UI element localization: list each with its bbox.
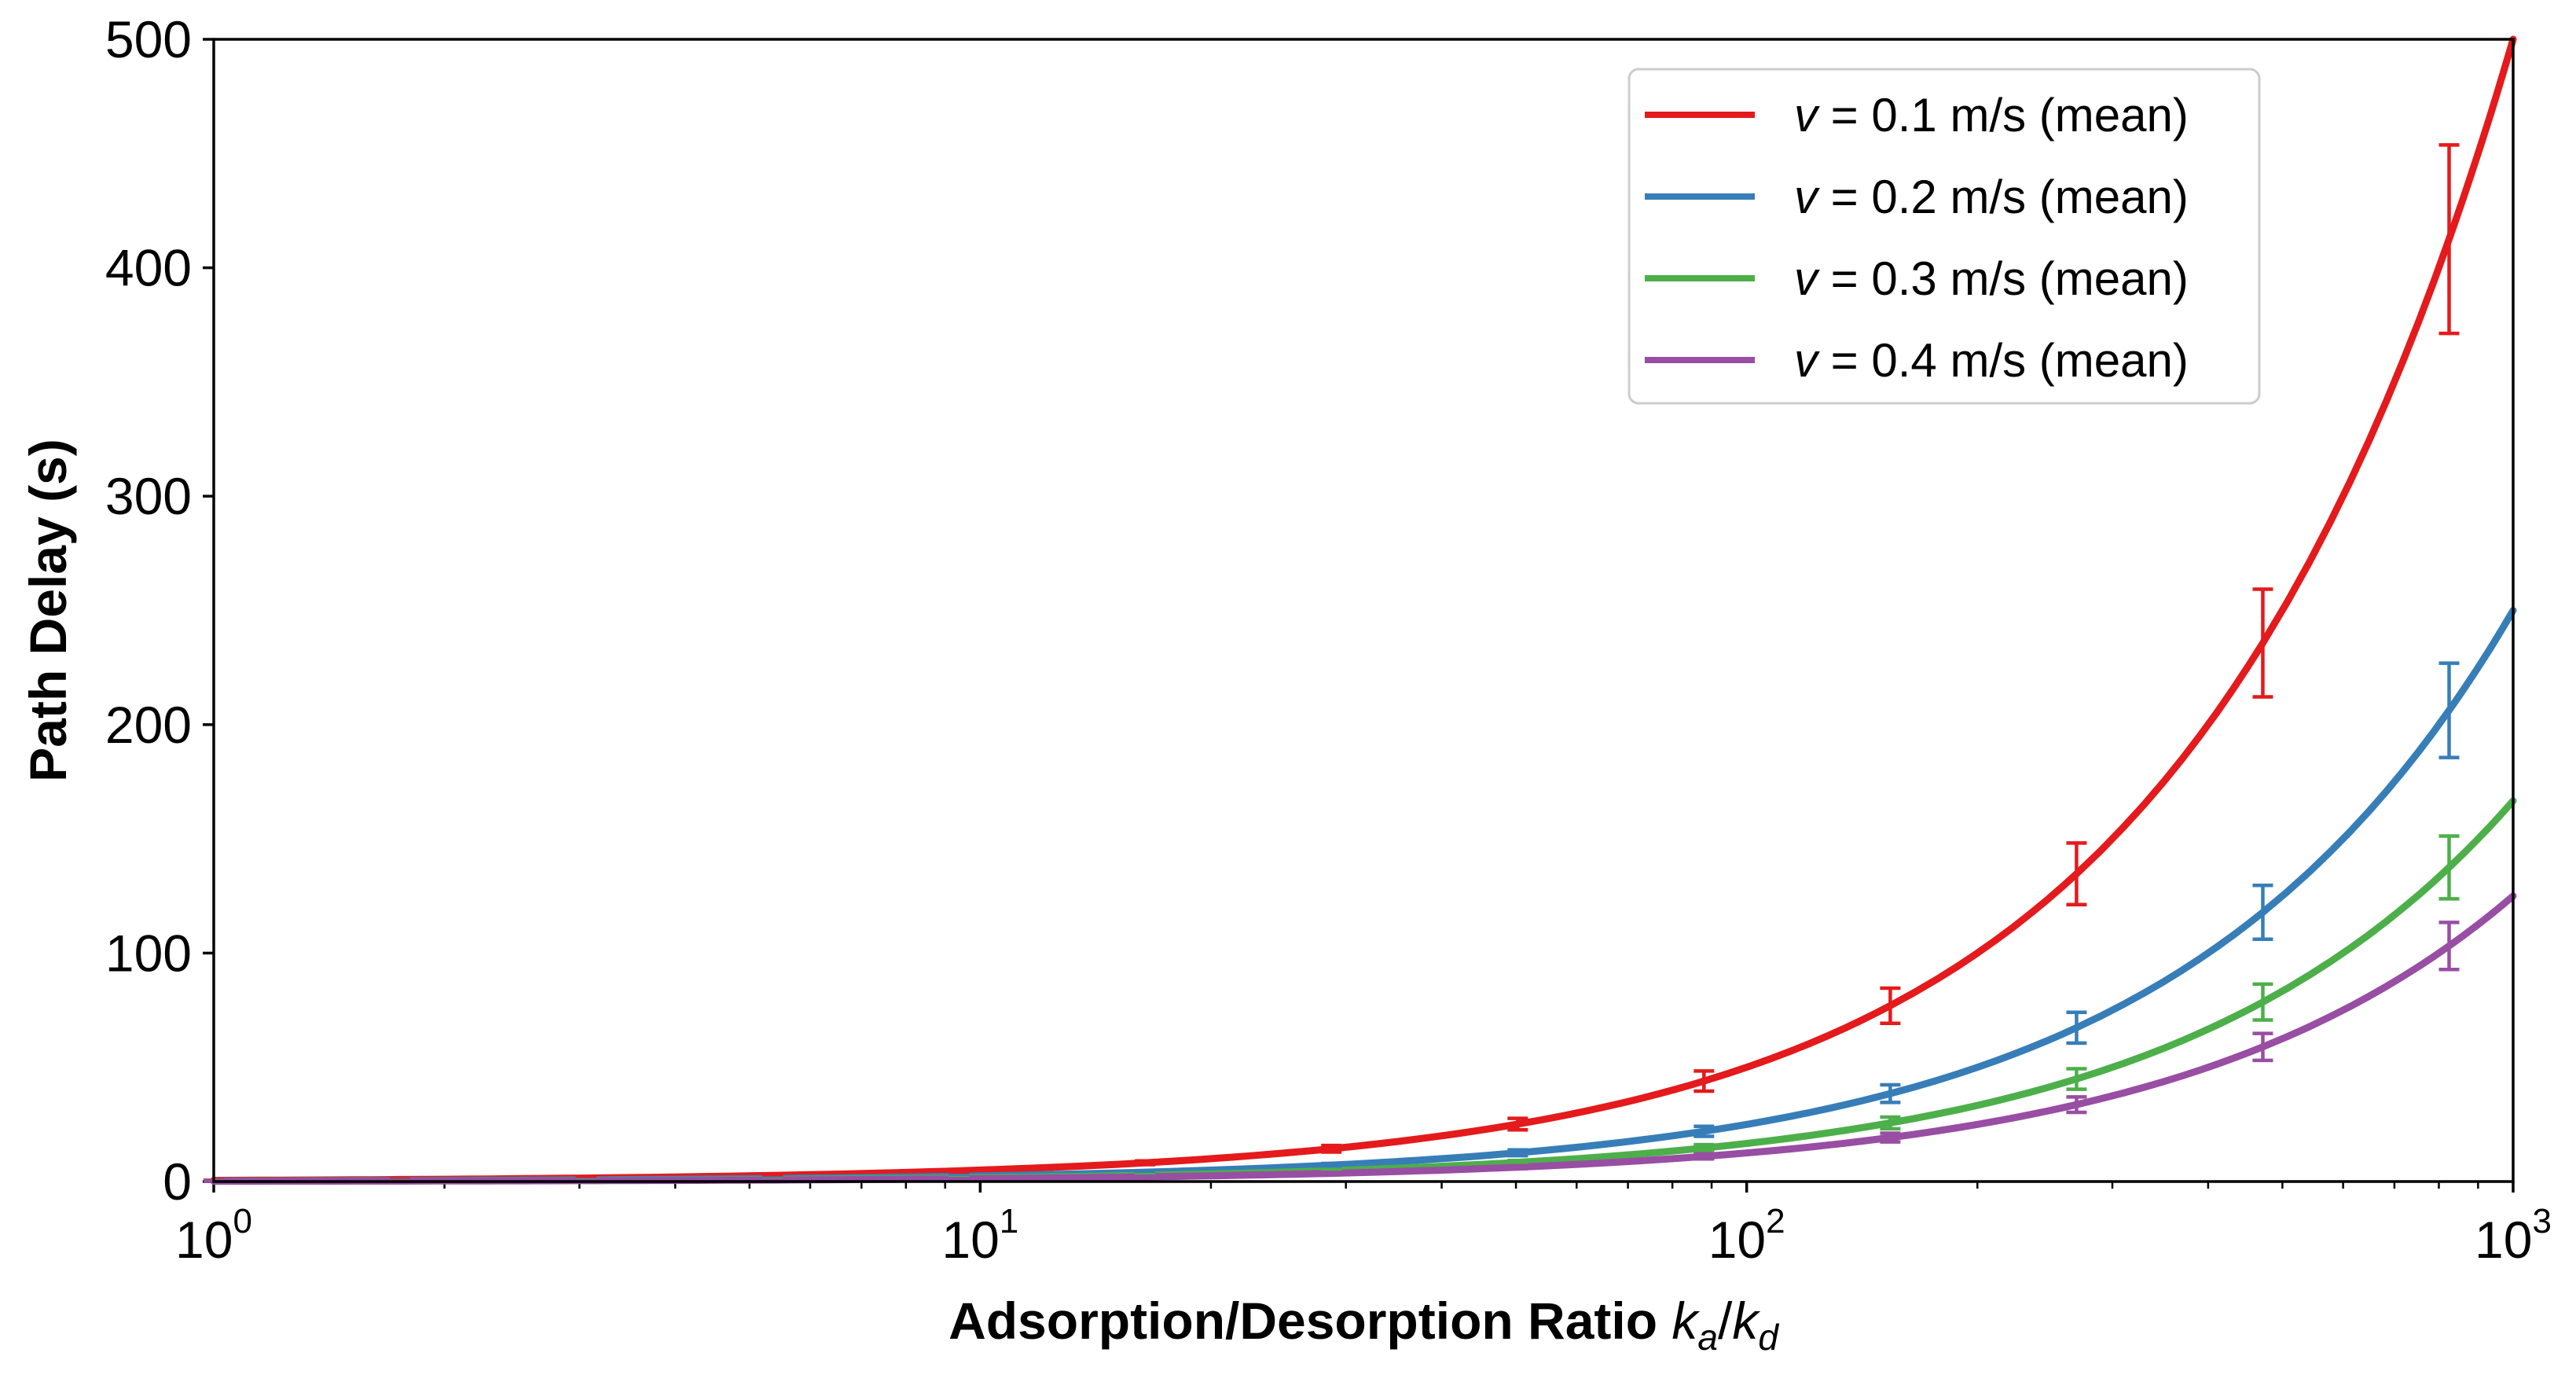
x-axis-label: Adsorption/Desorption Ratio ka/kd bbox=[949, 1292, 1779, 1358]
y-tick-label: 0 bbox=[163, 1152, 192, 1211]
error-bar bbox=[1880, 1115, 1901, 1131]
y-tick-label: 400 bbox=[105, 239, 192, 297]
legend-entry-label: v = 0.3 m/s (mean) bbox=[1794, 252, 2189, 305]
x-tick-base: 10 bbox=[1708, 1211, 1766, 1269]
error-bar bbox=[1507, 1116, 1528, 1132]
error-bar bbox=[2438, 661, 2460, 759]
ratio-numerator-sub: a bbox=[1697, 1317, 1718, 1358]
x-tick-base: 10 bbox=[175, 1211, 233, 1269]
legend-var: v bbox=[1794, 252, 1820, 305]
error-bar bbox=[949, 1177, 970, 1182]
legend-rest: = 0.2 m/s (mean) bbox=[1818, 171, 2189, 223]
plot-border bbox=[212, 38, 2515, 1183]
error-bar bbox=[1693, 1152, 1715, 1161]
legend-var: v bbox=[1794, 334, 1820, 387]
error-bar bbox=[1321, 1171, 1342, 1176]
error-bar bbox=[1880, 1082, 1901, 1104]
error-bar bbox=[1135, 1169, 1156, 1175]
error-bar bbox=[1693, 1142, 1715, 1153]
error-bar bbox=[1321, 1143, 1342, 1154]
error-bar bbox=[1135, 1174, 1156, 1179]
legend-rest: = 0.1 m/s (mean) bbox=[1818, 89, 2189, 142]
error-bar bbox=[1507, 1163, 1528, 1171]
x-tick-label: 102 bbox=[1708, 1202, 1785, 1269]
x-tick-label: 101 bbox=[941, 1202, 1018, 1269]
error-bar bbox=[2438, 921, 2460, 972]
x-tick-base: 10 bbox=[941, 1211, 999, 1269]
legend-entry-label: v = 0.2 m/s (mean) bbox=[1794, 171, 2189, 223]
error-bars bbox=[204, 143, 2460, 1183]
ratio-denominator-sub: d bbox=[1758, 1317, 1779, 1358]
ratio-separator: / bbox=[1718, 1292, 1733, 1350]
error-bar bbox=[2066, 1067, 2087, 1091]
error-bar bbox=[2252, 1031, 2273, 1063]
x-axis-label-text: Adsorption/Desorption Ratio bbox=[949, 1292, 1671, 1350]
x-tick-exponent: 1 bbox=[1000, 1202, 1018, 1240]
y-tick-label: 500 bbox=[105, 10, 192, 68]
error-bar bbox=[949, 1167, 970, 1174]
x-tick-exponent: 3 bbox=[2532, 1202, 2551, 1240]
error-bar bbox=[2066, 1010, 2087, 1046]
error-bar bbox=[1321, 1161, 1342, 1169]
x-tick-label: 103 bbox=[2475, 1202, 2552, 1269]
x-tick-base: 10 bbox=[2475, 1211, 2532, 1269]
error-bar bbox=[2252, 587, 2273, 699]
legend-var: v bbox=[1794, 89, 1820, 142]
y-tick-label: 300 bbox=[105, 467, 192, 525]
x-tick-exponent: 0 bbox=[233, 1202, 251, 1240]
error-bar bbox=[2066, 841, 2087, 906]
error-bar bbox=[2252, 982, 2273, 1022]
error-bar bbox=[2438, 143, 2460, 336]
error-bar bbox=[1693, 1069, 1715, 1093]
error-bar bbox=[2438, 834, 2460, 901]
ratio-numerator-base: k bbox=[1671, 1292, 1700, 1350]
ratio-denominator-base: k bbox=[1732, 1292, 1760, 1350]
y-axis-label: Path Delay (s) bbox=[19, 439, 77, 781]
legend-rest: = 0.4 m/s (mean) bbox=[1818, 334, 2189, 387]
legend-entry-label: v = 0.1 m/s (mean) bbox=[1794, 89, 2189, 142]
legend: v = 0.1 m/s (mean)v = 0.2 m/s (mean)v = … bbox=[1627, 68, 2261, 405]
legend-entry-label: v = 0.4 m/s (mean) bbox=[1794, 334, 2189, 387]
x-tick-exponent: 2 bbox=[1766, 1202, 1785, 1240]
legend-rest: = 0.3 m/s (mean) bbox=[1818, 252, 2189, 305]
error-bar bbox=[1880, 1131, 1901, 1144]
error-bar bbox=[2066, 1095, 2087, 1115]
y-tick-label: 200 bbox=[105, 696, 192, 754]
error-bar bbox=[1507, 1148, 1528, 1158]
error-bar bbox=[762, 1173, 783, 1178]
y-tick-label: 100 bbox=[105, 924, 192, 982]
error-bar bbox=[1135, 1159, 1156, 1167]
error-bar bbox=[1693, 1124, 1715, 1138]
error-bar bbox=[2252, 883, 2273, 942]
x-tick-label: 100 bbox=[175, 1202, 252, 1269]
error-bar bbox=[1880, 986, 1901, 1025]
legend-var: v bbox=[1794, 171, 1820, 223]
legend-box bbox=[1627, 68, 2261, 405]
